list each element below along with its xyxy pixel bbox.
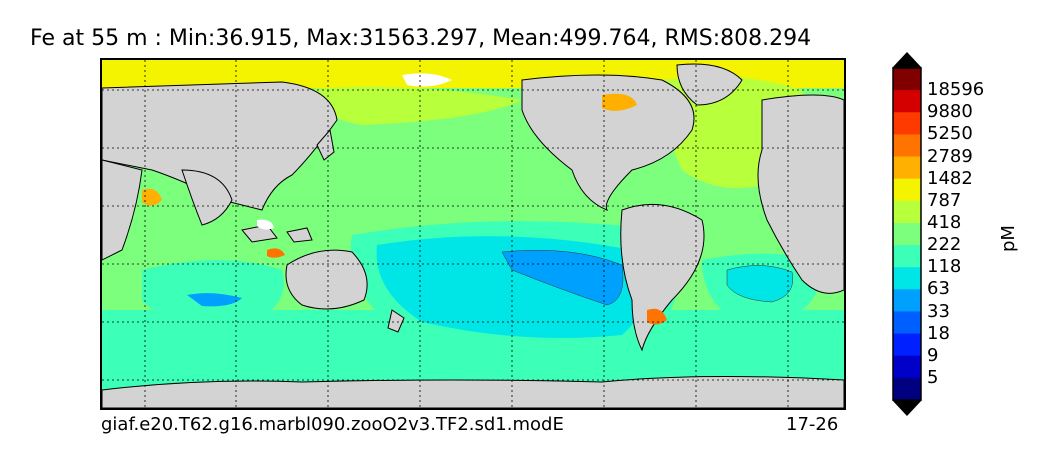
colorbar-border <box>892 67 922 401</box>
years-label: 17-26 <box>786 414 839 435</box>
colorbar-top-arrow <box>892 52 922 68</box>
orange-hotspot <box>602 93 637 111</box>
greenland <box>676 63 743 106</box>
colorbar-segment <box>893 200 921 224</box>
colorbar-tick-label: 222 <box>927 234 962 256</box>
colorbar-tick-label: 9880 <box>927 101 973 123</box>
south-asia <box>181 169 233 226</box>
colorbar-tick-label: 118 <box>927 256 962 278</box>
colorbar-segment <box>893 156 921 180</box>
colorbar-segments <box>893 68 921 401</box>
colorbar-units: pM <box>998 225 1019 252</box>
indian-ocean-patch <box>187 293 242 307</box>
colorbar-segment <box>893 245 921 268</box>
europe-africa-east <box>757 94 844 294</box>
new-zealand <box>387 309 405 333</box>
graticule <box>102 60 844 408</box>
colorbar-segment <box>893 68 921 91</box>
south-indian-subtropical <box>142 260 284 325</box>
japan <box>316 128 335 161</box>
orange-hotspot <box>647 308 667 325</box>
colorbar-segment <box>893 289 921 312</box>
map-svg <box>102 60 844 408</box>
south-atlantic-gyre <box>726 265 794 303</box>
colorbar-segment <box>893 355 921 379</box>
missing-data-patch <box>402 73 452 87</box>
colorbar-segment <box>893 377 921 401</box>
antarctica <box>102 375 844 408</box>
colorbar-tick-label: 2789 <box>927 145 973 167</box>
orange-hotspot <box>142 188 162 206</box>
colorbar-tick-label: 18 <box>927 322 950 344</box>
australia <box>285 249 368 310</box>
colorbar-tick-label: 33 <box>927 300 950 322</box>
colorbar-segment <box>893 333 921 357</box>
colorbar-tick-label: 1482 <box>927 167 973 189</box>
north-pacific-region <box>329 108 545 204</box>
north-america <box>521 74 695 211</box>
colorbar-segment <box>893 267 921 290</box>
case-name-label: giaf.e20.T62.g16.marbl090.zooO2v3.TF2.sd… <box>101 414 564 435</box>
colorbar-tick-label: 418 <box>927 211 962 233</box>
colorbar-tick-label: 5250 <box>927 123 973 145</box>
chart-title: Fe at 55 m : Min:36.915, Max:31563.297, … <box>30 26 812 51</box>
colorbar-segment <box>893 222 921 246</box>
colorbar-tick-label: 5 <box>927 366 939 388</box>
colorbar-segment <box>893 178 921 202</box>
colorbar-bottom-arrow <box>892 400 922 416</box>
north-pacific-coastal <box>302 86 522 125</box>
missing-data-patch <box>257 219 274 230</box>
colorbar-segment <box>893 112 921 135</box>
colorbar-segment <box>893 134 921 158</box>
colorbar-segment <box>893 311 921 335</box>
africa-west-edge <box>102 159 143 261</box>
orange-hotspot <box>267 248 285 258</box>
colorbar-tick-label: 9 <box>927 344 939 366</box>
map-panel <box>100 58 846 410</box>
colorbar-tick-label: 63 <box>927 278 950 300</box>
colorbar <box>892 52 922 416</box>
colorbar-tick-label: 787 <box>927 189 962 211</box>
colorbar-tick-label: 18596 <box>927 79 985 101</box>
colorbar-segment <box>893 90 921 113</box>
